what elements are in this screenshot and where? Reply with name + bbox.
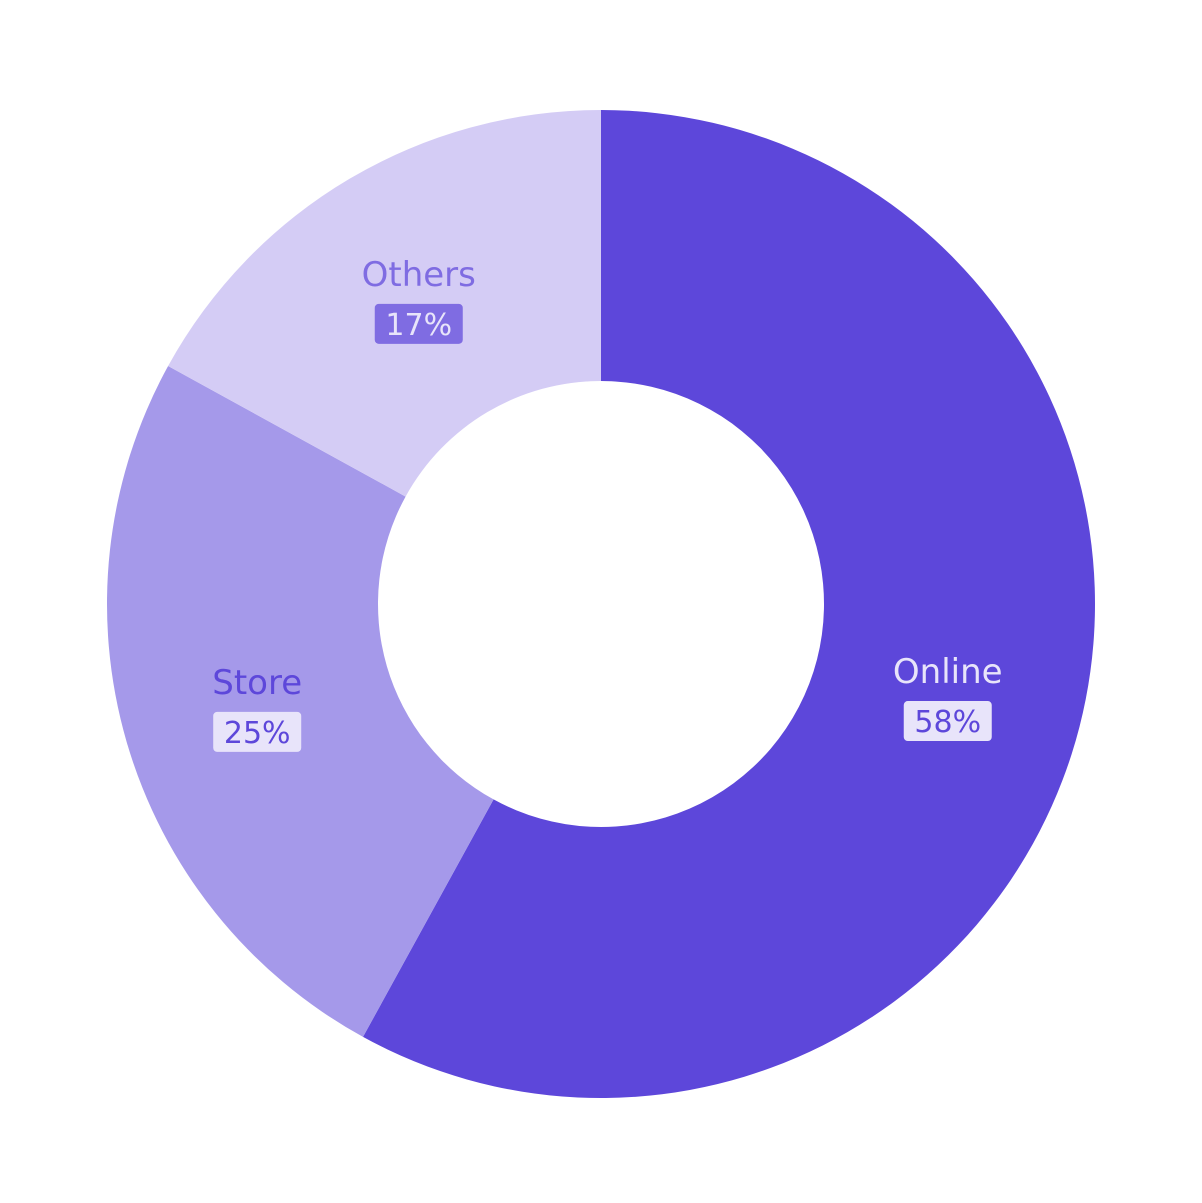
percent-label-store: 25%: [224, 716, 291, 751]
slice-label-group-others: Others 17%: [362, 255, 476, 344]
slice-label-online: Online: [893, 652, 1003, 692]
slice-label-others: Others: [362, 255, 476, 295]
percent-badge-store: [213, 711, 302, 752]
slice-online: [363, 110, 1095, 1098]
percent-badge-others: [374, 303, 463, 344]
percent-badge-online: [903, 701, 992, 742]
percent-label-others: 17%: [385, 308, 452, 343]
slice-label-group-online: Online 58%: [893, 652, 1003, 742]
slices-layer: [106, 110, 1095, 1098]
percent-label-online: 58%: [914, 705, 981, 740]
slice-others: [168, 110, 602, 497]
slice-label-group-store: Store 25%: [212, 663, 302, 752]
labels-layer: Online 58% Store 25% Others 17%: [212, 255, 1003, 752]
slice-store: [106, 366, 494, 1037]
slice-label-store: Store: [212, 663, 302, 703]
